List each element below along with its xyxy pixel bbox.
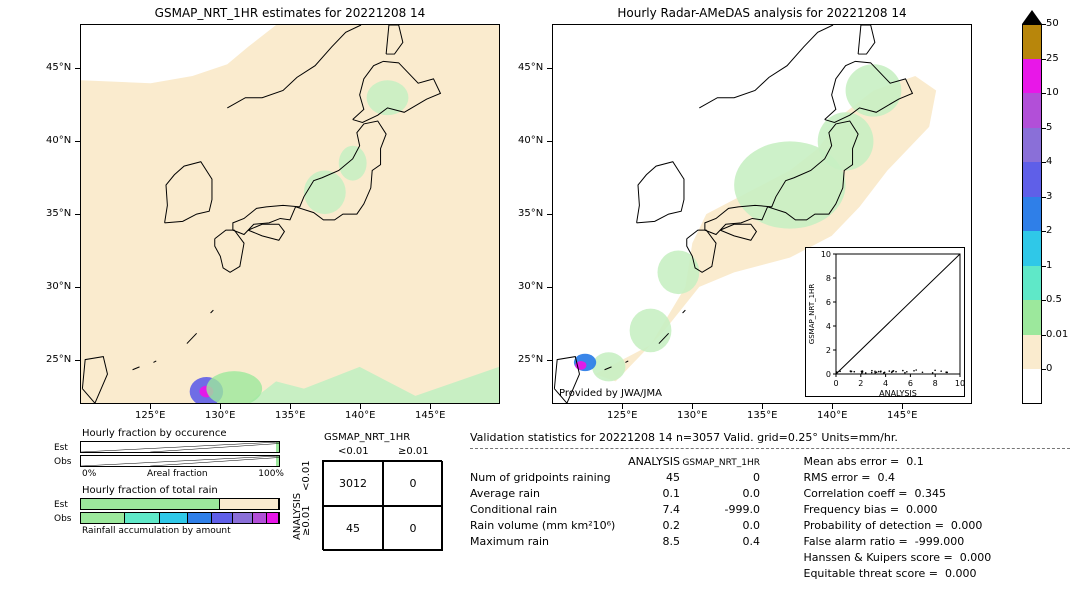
right-map-title: Hourly Radar-AMeDAS analysis for 2022120… <box>552 6 972 20</box>
right-map: 0 2 4 6 8 10 0 2 4 6 8 10 ANALYSIS GSMAP_NRT_1HR Prov… <box>552 24 972 404</box>
svg-text:8: 8 <box>933 379 938 388</box>
svg-text:4: 4 <box>883 379 888 388</box>
colorbar: 502510543210.50.010 <box>1022 24 1042 404</box>
occ-xtick-1: 100% <box>258 469 284 479</box>
occ-xlabel: Areal fraction <box>147 469 208 479</box>
svg-text:6: 6 <box>826 298 831 307</box>
val-col-0: ANALYSIS <box>620 454 680 470</box>
hourly-occurrence-title: Hourly fraction by occurence <box>82 428 284 439</box>
left-map <box>80 24 500 404</box>
validation-header: Validation statistics for 20221208 14 n=… <box>470 430 1070 446</box>
contingency-matrix: 30120450 <box>322 460 442 550</box>
svg-text:6: 6 <box>908 379 913 388</box>
hourly-occurrence-block: Hourly fraction by occurence EstObs 0%Ar… <box>54 428 284 536</box>
left-map-title: GSMAP_NRT_1HR estimates for 20221208 14 <box>80 6 500 20</box>
left-map-svg <box>81 25 499 403</box>
svg-text:0: 0 <box>833 379 838 388</box>
validation-table: ANALYSISGSMAP_NRT_1HR Num of gridpoints … <box>470 454 800 550</box>
svg-text:4: 4 <box>826 322 831 331</box>
attribution: Provided by JWA/JMA <box>559 388 662 399</box>
scatter-inset-svg: 0 2 4 6 8 10 0 2 4 6 8 10 ANALYSIS GSMAP_NRT_1HR <box>806 248 966 398</box>
svg-text:10: 10 <box>821 250 831 259</box>
svg-text:10: 10 <box>955 379 965 388</box>
val-col-1: GSMAP_NRT_1HR <box>680 457 760 470</box>
occ-xtick-0: 0% <box>82 469 96 479</box>
scatter-inset: 0 2 4 6 8 10 0 2 4 6 8 10 ANALYSIS GSMAP_NRT_1HR <box>805 247 965 397</box>
svg-text:8: 8 <box>826 274 831 283</box>
validation-scores: Mean abs error = 0.1RMS error = 0.4Corre… <box>804 454 1054 582</box>
colorbar-over <box>1022 10 1042 24</box>
validation-stats: Validation statistics for 20221208 14 n=… <box>470 430 1070 581</box>
svg-text:0: 0 <box>826 370 831 379</box>
validation-divider <box>470 448 1070 449</box>
svg-text:2: 2 <box>858 379 863 388</box>
hourly-total-title: Hourly fraction of total rain <box>82 485 284 496</box>
svg-text:GSMAP_NRT_1HR: GSMAP_NRT_1HR <box>808 284 816 345</box>
svg-text:ANALYSIS: ANALYSIS <box>879 389 917 398</box>
svg-text:2: 2 <box>826 346 831 355</box>
hourly-total-subtitle: Rainfall accumulation by amount <box>82 526 284 536</box>
matrix-col-header: GSMAP_NRT_1HR <box>324 432 410 443</box>
